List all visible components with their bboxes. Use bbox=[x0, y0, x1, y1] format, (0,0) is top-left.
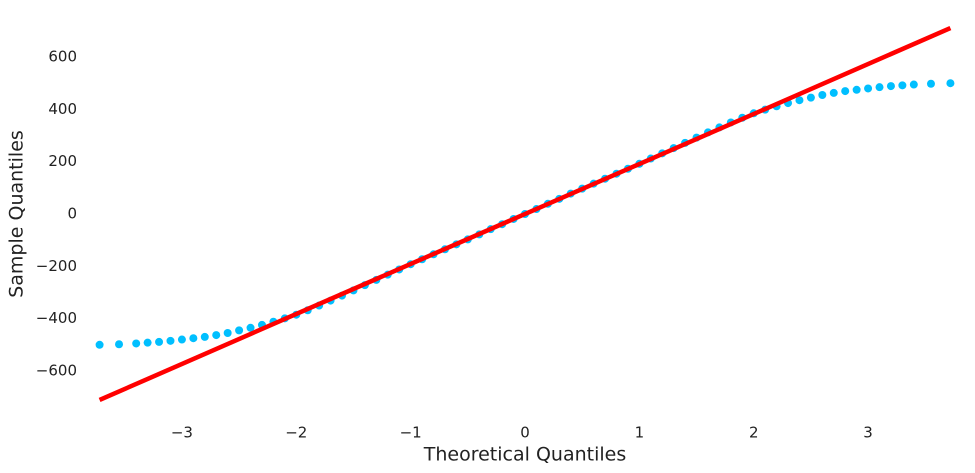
point bbox=[818, 91, 827, 99]
y-tick-label: 600 bbox=[48, 48, 77, 66]
point bbox=[166, 336, 175, 345]
point bbox=[223, 329, 232, 337]
x-axis-label: Theoretical Quantiles bbox=[423, 444, 626, 466]
point bbox=[875, 83, 884, 92]
y-tick-label: −400 bbox=[36, 309, 77, 327]
point bbox=[829, 88, 838, 97]
point bbox=[795, 96, 804, 105]
point bbox=[864, 84, 873, 93]
point bbox=[898, 81, 907, 90]
x-tick-label: −1 bbox=[400, 424, 422, 442]
x-tick-label: 1 bbox=[635, 424, 645, 442]
point bbox=[926, 79, 935, 88]
point bbox=[841, 87, 850, 96]
point bbox=[155, 337, 164, 346]
point bbox=[806, 93, 815, 102]
y-tick-label: 400 bbox=[48, 100, 77, 118]
y-tick-label: −600 bbox=[36, 361, 77, 379]
point bbox=[246, 323, 255, 332]
x-tick-label: 3 bbox=[863, 424, 873, 442]
point bbox=[909, 80, 918, 89]
y-tick-label: −200 bbox=[36, 257, 77, 275]
point bbox=[189, 334, 198, 343]
point bbox=[212, 331, 221, 340]
y-tick-label: 200 bbox=[48, 152, 77, 170]
x-tick-label: −3 bbox=[171, 424, 193, 442]
y-tick-label: 0 bbox=[67, 205, 77, 223]
x-tick-label: −2 bbox=[285, 424, 307, 442]
point bbox=[852, 85, 861, 94]
y-axis-label: Sample Quantiles bbox=[6, 130, 28, 298]
point bbox=[115, 340, 124, 349]
x-tick-label: 2 bbox=[749, 424, 759, 442]
point bbox=[143, 338, 152, 347]
point bbox=[177, 335, 186, 344]
point bbox=[95, 340, 104, 349]
point bbox=[946, 79, 955, 88]
point bbox=[132, 339, 141, 348]
reference-line bbox=[98, 25, 952, 403]
point bbox=[235, 326, 244, 335]
x-tick-label: 0 bbox=[520, 424, 530, 442]
point bbox=[200, 332, 209, 341]
point bbox=[886, 82, 895, 91]
